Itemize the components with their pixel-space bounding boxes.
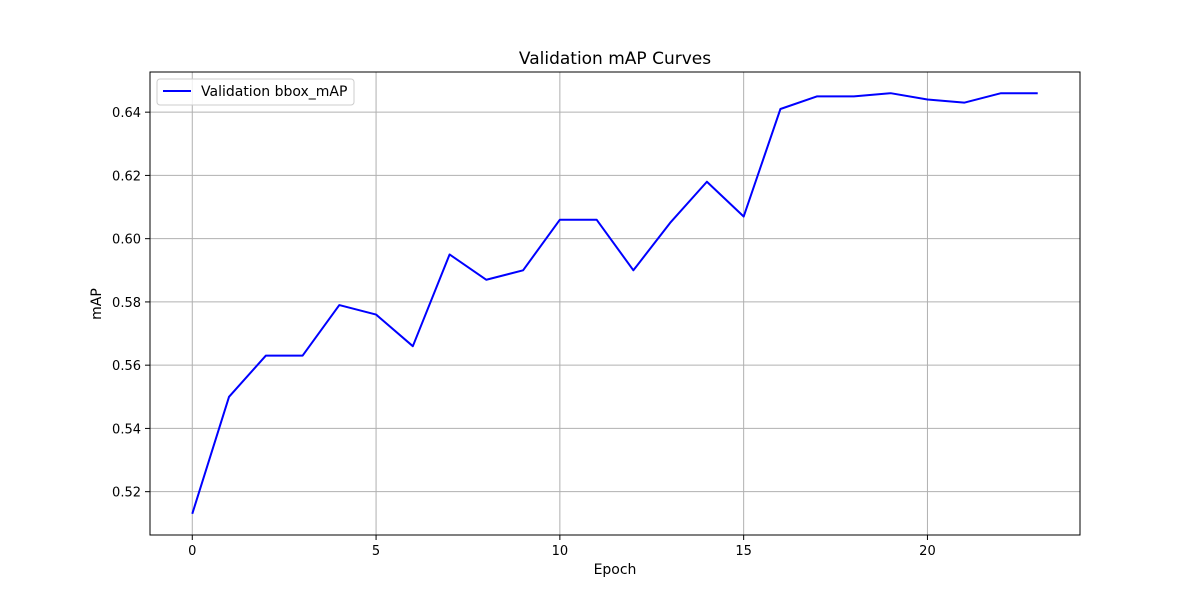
- data-point: [669, 222, 671, 224]
- chart-title: Validation mAP Curves: [519, 49, 711, 69]
- y-tick-label: 0.54: [112, 422, 141, 437]
- x-tick-label: 10: [552, 544, 569, 559]
- data-point: [449, 253, 451, 255]
- data-point: [743, 216, 745, 218]
- y-tick-label: 0.52: [112, 486, 141, 501]
- data-point: [338, 304, 340, 306]
- data-point: [191, 513, 193, 515]
- data-point: [1000, 92, 1002, 94]
- data-point: [706, 181, 708, 183]
- data-point: [265, 355, 267, 357]
- legend: Validation bbox_mAP: [156, 78, 355, 106]
- y-tick-label: 0.64: [112, 106, 141, 121]
- legend-label-validation-bbox-map: Validation bbox_mAP: [201, 84, 347, 100]
- data-point: [228, 396, 230, 398]
- data-point: [522, 269, 524, 271]
- plot-frame: [149, 71, 1081, 536]
- data-point: [412, 345, 414, 347]
- data-point: [302, 355, 304, 357]
- series-lines: [191, 92, 1038, 515]
- data-point: [596, 219, 598, 221]
- y-tick-label: 0.60: [112, 233, 141, 248]
- data-point: [779, 108, 781, 110]
- grid-lines: [150, 72, 1080, 535]
- series-line-validation-bbox-map: [191, 92, 1038, 515]
- data-point: [926, 99, 928, 101]
- y-tick-label: 0.58: [112, 296, 141, 311]
- data-point: [1037, 92, 1039, 94]
- data-point: [816, 95, 818, 97]
- x-tick-label: 20: [919, 544, 936, 559]
- data-point: [485, 279, 487, 281]
- y-axis-label: mAP: [89, 288, 105, 320]
- data-point: [963, 102, 965, 104]
- x-tick-label: 0: [188, 544, 196, 559]
- x-axis-label: Epoch: [594, 562, 637, 578]
- data-point: [853, 95, 855, 97]
- x-tick-label: 15: [735, 544, 752, 559]
- legend-box: [156, 78, 355, 106]
- data-point: [890, 92, 892, 94]
- y-tick-label: 0.56: [112, 359, 141, 374]
- data-point: [375, 314, 377, 316]
- data-point: [559, 219, 561, 221]
- y-tick-label: 0.62: [112, 169, 141, 184]
- axis-ticks: 0 5 10 15 20 0.52 0.54 0.56 0.58 0.60 0.62 0.64: [112, 106, 936, 559]
- x-tick-label: 5: [372, 544, 380, 559]
- data-point: [632, 269, 634, 271]
